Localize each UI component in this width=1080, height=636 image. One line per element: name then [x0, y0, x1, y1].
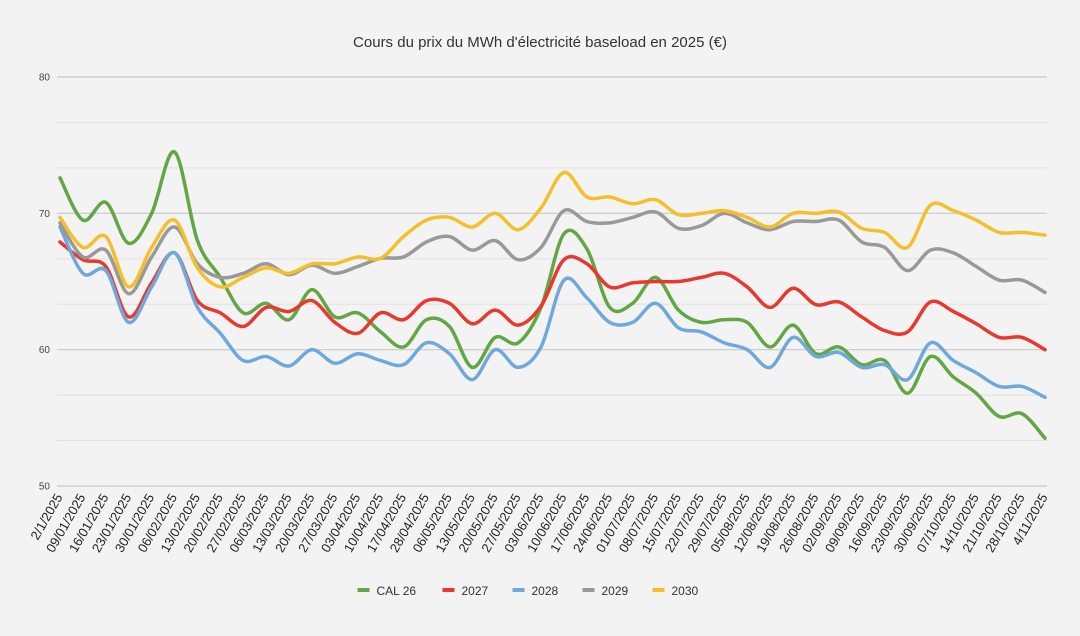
- legend-label: CAL 26: [377, 584, 417, 598]
- legend-swatch: [357, 588, 370, 592]
- series-line-2027: [58, 240, 1047, 352]
- series-lines: [58, 150, 1047, 441]
- y-axis: 50 60 70 80: [39, 73, 51, 493]
- legend-swatch: [652, 588, 665, 592]
- legend-swatch: [512, 588, 525, 592]
- series-line-2029: [58, 208, 1047, 296]
- legend-item: 2028: [512, 584, 559, 598]
- series-line-2028: [58, 225, 1047, 400]
- legend-label: 2028: [532, 584, 559, 598]
- legend-label: 2029: [602, 584, 629, 598]
- legend-swatch: [582, 588, 595, 592]
- series-line-2030: [58, 170, 1047, 289]
- legend-label: 2030: [672, 584, 699, 598]
- y-tick-label: 70: [39, 209, 51, 220]
- legend-swatch: [442, 588, 455, 592]
- y-tick-label: 60: [39, 345, 51, 356]
- y-tick-label: 50: [39, 482, 51, 493]
- legend-label: 2027: [462, 584, 489, 598]
- legend-item: 2030: [652, 584, 699, 598]
- gridlines: [57, 76, 1047, 487]
- legend-item: 2029: [582, 584, 629, 598]
- chart-title: Cours du prix du MWh d'électricité basel…: [353, 34, 727, 51]
- y-tick-label: 80: [39, 73, 51, 84]
- x-axis: 2/1/202509/01/202516/01/202523/01/202530…: [27, 491, 1050, 555]
- legend: CAL 26 2027 2028 2029 2030: [357, 584, 699, 598]
- legend-item: 2027: [442, 584, 489, 598]
- legend-item: CAL 26: [357, 584, 417, 598]
